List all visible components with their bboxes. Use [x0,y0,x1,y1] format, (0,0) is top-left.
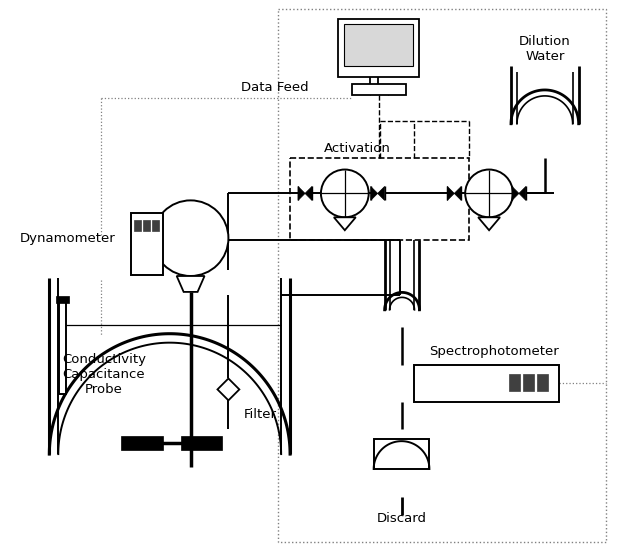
Bar [56,296,69,303]
Bar [374,439,430,469]
Polygon shape [478,217,500,230]
Text: Data Feed: Data Feed [241,81,309,95]
Bar [278,9,607,542]
Polygon shape [298,186,305,200]
Bar [523,373,534,392]
Bar [415,365,559,403]
Bar [152,221,158,231]
Polygon shape [176,276,204,292]
Bar [121,436,163,450]
Bar [131,213,163,275]
Polygon shape [305,186,312,200]
Polygon shape [378,186,384,200]
Text: Spectrophotometer: Spectrophotometer [430,345,559,358]
Bar [537,373,548,392]
Bar [338,19,420,77]
Text: Dilution
Water: Dilution Water [519,35,571,63]
Bar [509,373,520,392]
Polygon shape [371,186,378,200]
Circle shape [321,169,369,217]
Bar [290,158,469,240]
Polygon shape [512,186,519,200]
Bar [344,24,413,66]
Polygon shape [519,186,526,200]
Circle shape [465,169,513,217]
Bar [143,221,150,231]
Text: Activation: Activation [324,142,391,155]
Bar [352,84,405,95]
Polygon shape [334,217,356,230]
Bar [134,221,141,231]
Bar [181,436,222,450]
Polygon shape [448,186,454,200]
Text: Conductivity
Capacitance
Probe: Conductivity Capacitance Probe [62,353,146,396]
Circle shape [153,200,228,276]
Polygon shape [454,186,461,200]
Polygon shape [217,378,240,400]
Bar [59,300,66,394]
Text: Dynamometer: Dynamometer [19,232,115,245]
Polygon shape [374,441,430,469]
Text: Discard: Discard [376,512,426,525]
Text: Filter: Filter [243,408,276,421]
